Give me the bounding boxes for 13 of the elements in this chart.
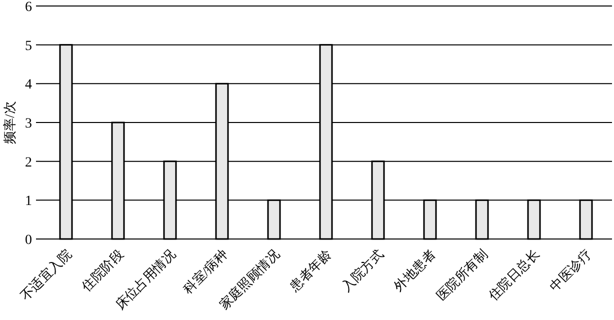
x-tick-label: 医院所有制 — [434, 246, 490, 304]
y-tick-label: 0 — [25, 233, 32, 248]
y-tick-label: 4 — [25, 78, 32, 93]
y-tick-label: 5 — [25, 38, 32, 54]
y-axis-title: 频率/次 — [2, 101, 17, 144]
y-tick-label: 2 — [25, 155, 32, 170]
y-tick-label: 1 — [25, 194, 32, 210]
x-tick-label: 中医诊疗 — [546, 246, 594, 294]
x-tick-label: 入院方式 — [338, 246, 386, 294]
x-tick-label: 不适宜入院 — [18, 246, 74, 304]
x-tick-label: 患者年龄 — [286, 246, 334, 295]
y-tick-label: 6 — [25, 0, 32, 15]
y-tick-label: 3 — [25, 116, 32, 132]
